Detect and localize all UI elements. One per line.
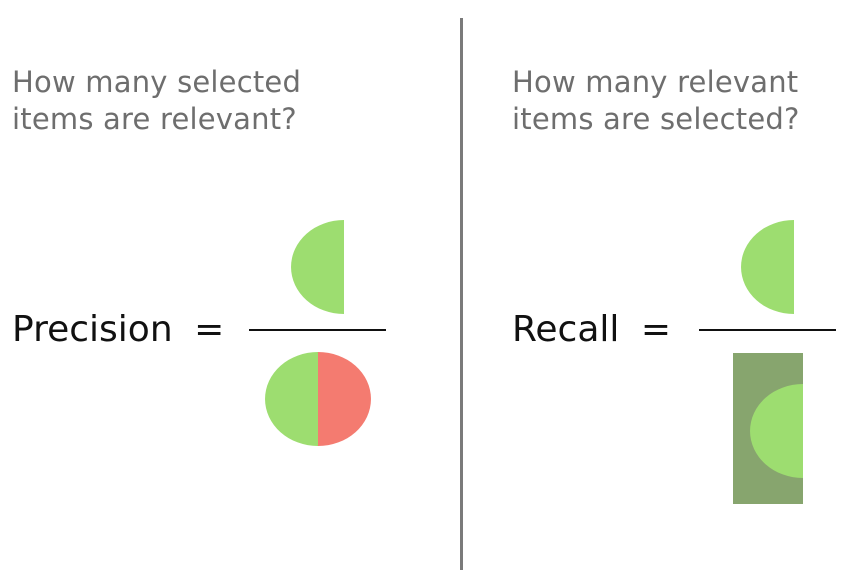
- recall-equals-sign: =: [640, 309, 672, 350]
- true-positives-half-circle: [741, 220, 794, 314]
- true-positives-half-circle: [291, 220, 344, 314]
- recall-numerator: [741, 220, 794, 314]
- precision-fraction-line: [249, 329, 386, 331]
- precision-equals-sign: =: [194, 309, 225, 350]
- recall-label: Recall: [512, 309, 620, 350]
- panel-divider: [460, 18, 463, 570]
- precision-question-line2: items are relevant?: [12, 102, 297, 136]
- recall-formula-label: Recall =: [512, 308, 671, 352]
- selected-irrelevant-half: [318, 352, 371, 446]
- recall-panel: How many relevant items are selected? Re…: [463, 0, 852, 585]
- precision-question: How many selected items are relevant?: [12, 64, 301, 138]
- recall-question: How many relevant items are selected?: [512, 64, 800, 138]
- recall-question-line1: How many relevant: [512, 65, 799, 99]
- precision-label: Precision: [12, 309, 173, 350]
- precision-denominator: [265, 352, 371, 446]
- precision-question-line1: How many selected: [12, 65, 302, 99]
- selected-relevant-half: [265, 352, 318, 446]
- precision-formula-label: Precision =: [12, 308, 224, 352]
- recall-fraction-line: [699, 329, 836, 331]
- recall-denominator: [733, 353, 803, 504]
- relevant-selected-half-circle: [750, 384, 803, 478]
- precision-panel: How many selected items are relevant? Pr…: [12, 64, 386, 446]
- precision-numerator: [291, 220, 344, 314]
- recall-question-line2: items are selected?: [512, 102, 800, 136]
